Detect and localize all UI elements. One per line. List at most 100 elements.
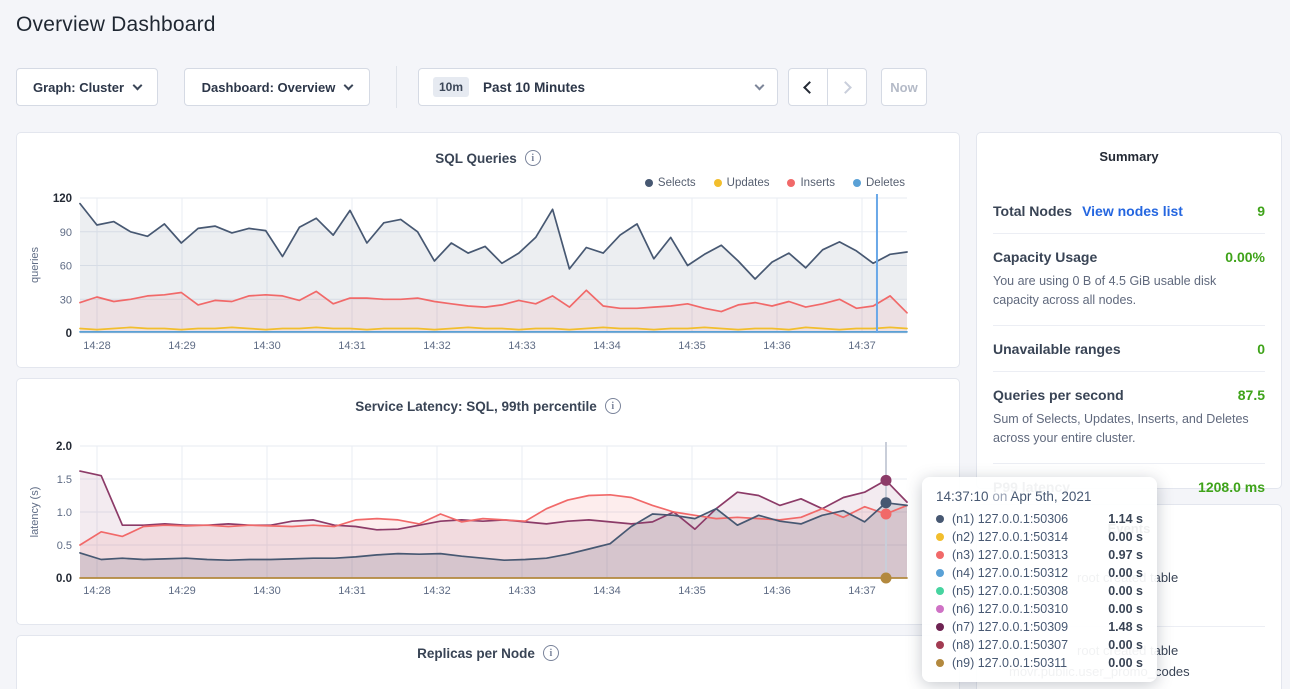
chevron-left-icon xyxy=(803,81,816,94)
tooltip-row: (n2) 127.0.0.1:50314 0.00 s xyxy=(936,528,1143,546)
tooltip-node-label: (n7) 127.0.0.1:50309 xyxy=(952,620,1100,634)
tooltip-node-label: (n4) 127.0.0.1:50312 xyxy=(952,566,1100,580)
node-color-dot-icon xyxy=(936,515,944,523)
summary-label: Queries per second xyxy=(993,387,1124,403)
tooltip-time: 14:37:10 xyxy=(936,489,989,504)
tooltip-node-value: 0.00 s xyxy=(1108,584,1143,598)
svg-text:14:31: 14:31 xyxy=(338,340,366,352)
node-color-dot-icon xyxy=(936,623,944,631)
tooltip-node-value: 0.00 s xyxy=(1108,638,1143,652)
svg-text:14:28: 14:28 xyxy=(83,585,111,597)
svg-text:30: 30 xyxy=(60,294,72,306)
tooltip-row: (n5) 127.0.0.1:503080.00 s xyxy=(936,582,1143,600)
svg-text:14:33: 14:33 xyxy=(508,585,536,597)
summary-label: Unavailable ranges xyxy=(993,341,1121,357)
now-button[interactable]: Now xyxy=(881,68,927,106)
svg-text:14:31: 14:31 xyxy=(338,585,366,597)
page-title: Overview Dashboard xyxy=(16,13,216,37)
time-prev-button[interactable] xyxy=(788,68,828,106)
chart-title-text: Service Latency: SQL, 99th percentile xyxy=(355,399,597,414)
tooltip-date: Apr 5th, 2021 xyxy=(1010,489,1091,504)
svg-text:2.0: 2.0 xyxy=(56,441,72,453)
time-range-badge: 10m xyxy=(433,77,469,97)
summary-label: Total Nodes xyxy=(993,203,1072,219)
svg-text:14:29: 14:29 xyxy=(168,340,196,352)
tooltip-on: on xyxy=(992,489,1007,504)
tooltip-node-label: (n3) 127.0.0.1:50313 xyxy=(952,548,1100,562)
chart-title-text: SQL Queries xyxy=(435,151,517,166)
tooltip-rows: (n1) 127.0.0.1:503061.14 s(n2) 127.0.0.1… xyxy=(936,510,1143,672)
graph-dropdown[interactable]: Graph: Cluster xyxy=(16,68,158,106)
svg-text:14:33: 14:33 xyxy=(508,340,536,352)
tooltip-row: (n6) 127.0.0.1:503100.00 s xyxy=(936,600,1143,618)
svg-text:14:35: 14:35 xyxy=(678,340,706,352)
time-range-label: Past 10 Minutes xyxy=(483,80,742,95)
tooltip-row: (n7) 127.0.0.1:503091.48 s xyxy=(936,618,1143,636)
node-color-dot-icon xyxy=(936,605,944,613)
dashboard-dropdown[interactable]: Dashboard: Overview xyxy=(184,68,370,106)
summary-value: 9 xyxy=(1257,203,1265,219)
summary-row: Capacity Usage 0.00% You are using 0 B of … xyxy=(993,234,1265,326)
svg-text:14:30: 14:30 xyxy=(253,585,281,597)
tooltip-row: (n3) 127.0.0.1:503130.97 s xyxy=(936,546,1143,564)
svg-text:1.5: 1.5 xyxy=(57,474,72,486)
chevron-down-icon xyxy=(755,80,765,90)
tooltip-row: (n1) 127.0.0.1:503061.14 s xyxy=(936,510,1143,528)
svg-text:14:34: 14:34 xyxy=(593,585,621,597)
tooltip-node-label: (n8) 127.0.0.1:50307 xyxy=(952,638,1100,652)
info-icon[interactable]: i xyxy=(525,150,541,166)
svg-text:90: 90 xyxy=(60,227,72,239)
graph-dropdown-label: Graph: Cluster xyxy=(33,80,124,95)
svg-text:0.5: 0.5 xyxy=(57,540,72,552)
tooltip-node-value: 0.00 s xyxy=(1108,566,1143,580)
latency-title: Service Latency: SQL, 99th percentile i xyxy=(16,398,960,414)
time-range-dropdown[interactable]: 10m Past 10 Minutes xyxy=(418,68,778,106)
node-color-dot-icon xyxy=(936,659,944,667)
dashboard-dropdown-label: Dashboard: Overview xyxy=(202,80,336,95)
summary-value: 1208.0 ms xyxy=(1198,479,1265,495)
svg-text:14:36: 14:36 xyxy=(763,585,791,597)
tooltip-node-value: 1.14 s xyxy=(1108,512,1143,526)
summary-label: Capacity Usage xyxy=(993,249,1097,265)
summary-rows: Total Nodes View nodes list 9 Capacity Usag… xyxy=(993,188,1265,509)
tooltip-node-label: (n2) 127.0.0.1:50314 xyxy=(952,530,1100,544)
replicas-panel xyxy=(16,635,960,689)
svg-text:14:37: 14:37 xyxy=(848,340,876,352)
tooltip-node-value: 0.00 s xyxy=(1108,656,1143,670)
svg-text:120: 120 xyxy=(53,193,72,205)
time-next-button[interactable] xyxy=(827,68,867,106)
svg-text:0.0: 0.0 xyxy=(56,573,72,585)
tooltip-node-value: 0.00 s xyxy=(1108,530,1143,544)
tooltip-row: (n8) 127.0.0.1:50307 0.00 s xyxy=(936,636,1143,654)
node-color-dot-icon xyxy=(936,551,944,559)
summary-value: 0.00% xyxy=(1225,249,1265,265)
tooltip-node-label: (n6) 127.0.0.1:50310 xyxy=(952,602,1100,616)
svg-text:0: 0 xyxy=(66,328,72,340)
summary-row: Total Nodes View nodes list 9 xyxy=(993,188,1265,234)
chevron-down-icon xyxy=(133,80,143,90)
latency-chart[interactable]: 0.00.51.01.52.014:2814:2914:3014:3114:32… xyxy=(30,434,928,604)
controls-divider xyxy=(396,66,397,108)
summary-header: Summary xyxy=(993,149,1265,164)
svg-text:14:34: 14:34 xyxy=(593,340,621,352)
summary-value: 87.5 xyxy=(1238,387,1265,403)
summary-row: Queries per second 87.5 Sum of Selects, Up… xyxy=(993,372,1265,464)
svg-text:14:29: 14:29 xyxy=(168,585,196,597)
info-icon[interactable]: i xyxy=(543,645,559,661)
svg-text:14:32: 14:32 xyxy=(423,585,451,597)
view-nodes-list-link[interactable]: View nodes list xyxy=(1082,203,1183,219)
svg-text:14:30: 14:30 xyxy=(253,340,281,352)
svg-text:14:35: 14:35 xyxy=(678,585,706,597)
svg-text:14:37: 14:37 xyxy=(848,585,876,597)
node-color-dot-icon xyxy=(936,533,944,541)
info-icon[interactable]: i xyxy=(605,398,621,414)
svg-text:14:32: 14:32 xyxy=(423,340,451,352)
summary-description: You are using 0 B of 4.5 GiB usable disk… xyxy=(993,272,1265,311)
svg-text:14:28: 14:28 xyxy=(83,340,111,352)
summary-description: Sum of Selects, Updates, Inserts, and De… xyxy=(993,410,1265,449)
chevron-down-icon xyxy=(344,80,354,90)
tooltip-row: (n4) 127.0.0.1:50312 0.00 s xyxy=(936,564,1143,582)
chart-hover-tooltip: 14:37:10 on Apr 5th, 2021 (n1) 127.0.0.1… xyxy=(922,477,1157,682)
sql-queries-chart[interactable]: 030609012014:2814:2914:3014:3114:3214:33… xyxy=(30,186,928,358)
replicas-title: Replicas per Node i xyxy=(16,645,960,661)
